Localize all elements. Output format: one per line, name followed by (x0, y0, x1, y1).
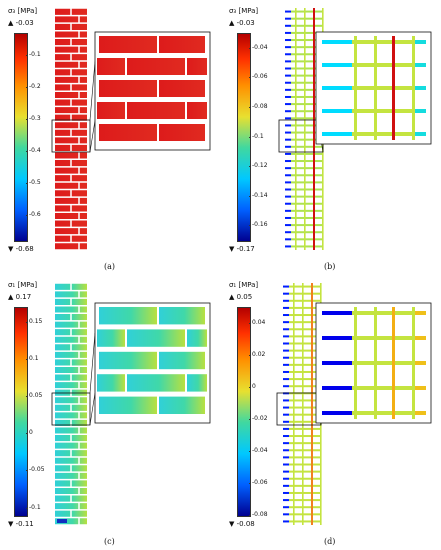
zoom-inset (94, 302, 211, 424)
legend-max: ▲ -0.03 (8, 19, 34, 27)
colorbar-tick: -0.3 (29, 114, 41, 122)
colorbar-tick-mark (26, 433, 28, 434)
legend-min: ▼ -0.08 (229, 520, 255, 528)
colorbar-tick-mark (249, 136, 251, 137)
panel-caption: (a) (104, 262, 116, 271)
panel-caption: (d) (324, 537, 336, 546)
colorbar-tick: -0.06 (252, 73, 268, 81)
wall-strip (283, 283, 322, 525)
colorbar-tick: -0.5 (29, 178, 41, 186)
colorbar-tick: -0.08 (252, 511, 268, 518)
colorbar-tick: 0.1 (29, 355, 39, 362)
colorbar-tick: -0.6 (29, 210, 41, 218)
colorbar-tick-mark (26, 470, 28, 471)
colorbar-tick-mark (26, 321, 28, 323)
colorbar-tick-mark (26, 396, 28, 397)
colorbar-tick: -0.04 (252, 447, 268, 454)
legend-min: ▼ -0.17 (229, 245, 255, 253)
colorbar (14, 307, 28, 517)
wall-strip (55, 7, 87, 251)
panel-caption: (c) (104, 537, 115, 546)
colorbar-tick: -0.2 (29, 83, 41, 91)
colorbar-tick-mark (249, 106, 251, 108)
colorbar-tick: 0.02 (252, 351, 266, 358)
colorbar-tick: 0.04 (252, 319, 266, 326)
legend-title: σ₃ [MPa] (8, 7, 38, 15)
brick-wall (51, 282, 211, 526)
colorbar-tick-mark (249, 225, 251, 226)
colorbar-tick: -0.14 (252, 191, 268, 199)
wall-strip (285, 8, 324, 250)
zoom-inset (94, 31, 211, 151)
legend-title: σ₃ [MPa] (229, 7, 259, 15)
colorbar-tick: -0.16 (252, 221, 268, 229)
mortar-wall (276, 283, 432, 525)
colorbar-tick-mark (249, 47, 251, 49)
legend-min: ▼ -0.11 (8, 520, 34, 528)
legend-max: ▲ 0.05 (229, 293, 253, 301)
colorbar-tick: -0.12 (252, 162, 268, 170)
colorbar-tick: -0.4 (29, 146, 41, 154)
colorbar-tick: -0.1 (29, 503, 41, 511)
colorbar (237, 307, 251, 517)
colorbar-tick-mark (26, 507, 28, 509)
brick-wall (51, 7, 211, 251)
colorbar-tick-mark (249, 387, 251, 388)
legend-title: σ₁ [MPa] (8, 281, 38, 289)
colorbar-tick-mark (249, 195, 251, 197)
colorbar-tick-mark (26, 150, 28, 152)
colorbar-tick: -0.1 (29, 51, 41, 59)
colorbar-tick-mark (249, 451, 251, 452)
panel-b: σ₃ [MPa] ▲ -0.03 -0.04 -0.06 -0.08 -0.1 -0.1… (221, 0, 441, 275)
zoom-box (51, 392, 91, 426)
colorbar-tick-mark (249, 166, 251, 167)
colorbar-tick-mark (26, 87, 28, 88)
colorbar-tick: -0.05 (29, 466, 45, 474)
colorbar-tick-mark (249, 77, 251, 78)
colorbar-tick: -0.06 (252, 479, 268, 486)
colorbar-tick: -0.08 (252, 102, 268, 110)
colorbar-tick-mark (249, 323, 251, 324)
colorbar-tick-mark (249, 515, 251, 516)
panel-d: σ₁ [MPa] ▲ 0.05 0.04 0.02 0 -0.02 -0.04 -0.06… (221, 275, 441, 550)
colorbar-tick-mark (26, 118, 28, 120)
colorbar-tick-mark (249, 355, 251, 356)
legend-max: ▲ -0.03 (229, 19, 255, 27)
colorbar-tick: -0.1 (252, 132, 264, 140)
colorbar (237, 33, 251, 242)
wall-strip (55, 282, 87, 526)
legend-min: ▼ -0.68 (8, 245, 34, 253)
colorbar-tick: -0.04 (252, 43, 268, 51)
panel-c: σ₁ [MPa] ▲ 0.17 0.15 0.1 0.05 0 -0.05 -0.1 ▼ … (0, 275, 220, 550)
colorbar-tick: 0.05 (29, 392, 43, 400)
colorbar-tick-mark (26, 55, 28, 56)
zoom-box (276, 392, 322, 426)
colorbar-tick-mark (26, 182, 28, 184)
colorbar-tick-mark (249, 419, 251, 420)
colorbar-tick-mark (26, 214, 28, 216)
legend-max: ▲ 0.17 (8, 293, 32, 301)
colorbar-tick: 0 (252, 383, 256, 390)
mortar-wall (278, 8, 432, 250)
colorbar-tick: 0.15 (29, 317, 43, 325)
colorbar-tick: 0 (29, 429, 33, 437)
colorbar-tick-mark (26, 359, 28, 360)
zoom-inset (315, 31, 432, 145)
zoom-inset (315, 302, 432, 424)
colorbar-tick-mark (249, 483, 251, 484)
panel-caption: (b) (324, 262, 336, 271)
zoom-box (51, 119, 91, 153)
panel-a: σ₃ [MPa] ▲ -0.03 -0.1 -0.2 -0.3 -0.4 -0.5 -0.… (0, 0, 220, 275)
colorbar-tick: -0.02 (252, 415, 268, 422)
legend-title: σ₁ [MPa] (229, 281, 259, 289)
colorbar (14, 33, 28, 242)
